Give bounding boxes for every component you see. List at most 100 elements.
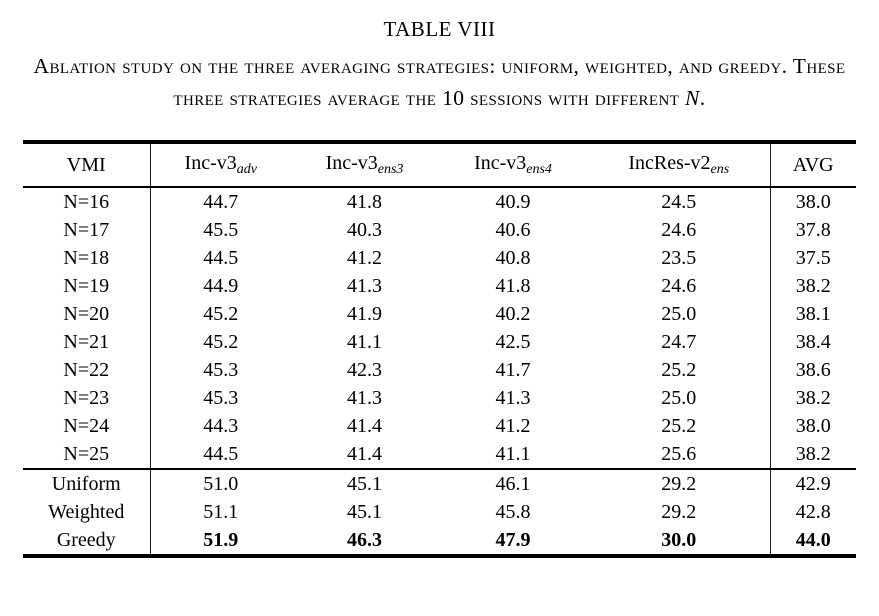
column-header-label: Inc-v3 xyxy=(474,152,527,174)
row-label: N=19 xyxy=(63,275,110,297)
table-cell: 45.3 xyxy=(149,384,291,412)
table-cell: 41.3 xyxy=(347,275,382,297)
table-cell: 38.2 xyxy=(769,440,856,469)
table-row: N=21 45.2 41.1 42.5 24.7 38.4 xyxy=(23,328,856,356)
table-cell: 41.4 xyxy=(347,443,382,465)
header-row: VMI Inc-v3adv Inc-v3ens3 Inc-v3ens4 IncRes-v… xyxy=(23,142,856,188)
table-row: N=17 45.5 40.3 40.6 24.6 37.8 xyxy=(23,216,856,244)
table-cell: 42.9 xyxy=(769,468,856,498)
table-row: Uniform 51.0 45.1 46.1 29.2 42.9 xyxy=(23,468,856,498)
table-cell: 44.0 xyxy=(769,526,856,556)
table-row: N=19 44.9 41.3 41.8 24.6 38.2 xyxy=(23,272,856,300)
table-cell: 41.1 xyxy=(495,443,531,465)
table-row: N=22 45.3 42.3 41.7 25.2 38.6 xyxy=(23,356,856,384)
column-header-label: Inc-v3 xyxy=(184,152,237,174)
table-row: N=23 45.3 41.3 41.3 25.0 38.2 xyxy=(23,384,856,412)
table-row: N=24 44.3 41.4 41.2 25.2 38.0 xyxy=(23,412,856,440)
row-label: N=16 xyxy=(63,191,110,213)
table-cell: 45.2 xyxy=(149,328,291,356)
column-header-label: VMI xyxy=(66,153,106,176)
row-label: N=25 xyxy=(63,443,110,465)
table-cell: 40.3 xyxy=(347,219,382,241)
table-cell: 44.9 xyxy=(149,272,291,300)
table-head: VMI Inc-v3adv Inc-v3ens3 Inc-v3ens4 IncRes-v… xyxy=(23,142,856,188)
table-cell: 25.6 xyxy=(661,443,697,465)
caption-math-symbol: N xyxy=(685,86,700,110)
table-cell: 41.8 xyxy=(495,275,531,297)
column-header-label: AVG xyxy=(792,153,834,176)
caption-suffix: . xyxy=(699,86,706,110)
table-cell: 45.5 xyxy=(149,216,291,244)
row-label: Uniform xyxy=(23,468,150,498)
table-cell: 42.8 xyxy=(769,498,856,526)
table-cell: 37.8 xyxy=(769,216,856,244)
table-cell: 41.2 xyxy=(347,247,382,269)
table-row: Greedy 51.9 46.3 47.9 30.0 44.0 xyxy=(23,526,856,556)
table-cell: 42.5 xyxy=(495,331,531,353)
table-cell: 45.8 xyxy=(495,501,531,523)
table-cell: 38.2 xyxy=(769,384,856,412)
column-header-label: Inc-v3 xyxy=(325,152,378,174)
table-cell: 44.5 xyxy=(149,440,291,469)
table-cell: 24.6 xyxy=(661,275,697,297)
column-header-subscript: adv xyxy=(236,162,257,177)
row-label: N=17 xyxy=(63,219,110,241)
table-cell: 41.3 xyxy=(495,387,531,409)
table-cell: 40.2 xyxy=(495,303,531,325)
table-row: N=16 44.7 41.8 40.9 24.5 38.0 xyxy=(23,187,856,216)
table-row: N=25 44.5 41.4 41.1 25.6 38.2 xyxy=(23,440,856,469)
table-cell: 47.9 xyxy=(495,529,531,551)
row-label: N=22 xyxy=(63,359,110,381)
table-cell: 25.0 xyxy=(661,303,697,325)
table-cell: 38.2 xyxy=(769,272,856,300)
table-cell: 41.1 xyxy=(347,331,382,353)
table-cell: 42.3 xyxy=(347,359,382,381)
table-body: N=16 44.7 41.8 40.9 24.5 38.0 N=17 45.5 40.3 40.6… xyxy=(23,187,856,556)
table-cell: 24.6 xyxy=(661,219,697,241)
table-cell: 38.0 xyxy=(769,412,856,440)
column-header: AVG xyxy=(769,142,856,188)
table-cell: 24.7 xyxy=(661,331,697,353)
column-header: Inc-v3ens4 xyxy=(438,142,588,188)
table-row: N=18 44.5 41.2 40.8 23.5 37.5 xyxy=(23,244,856,272)
table-cell: 38.6 xyxy=(769,356,856,384)
row-label: N=20 xyxy=(63,303,110,325)
row-label: N=24 xyxy=(63,415,110,437)
table-cell: 51.9 xyxy=(149,526,291,556)
table-cell: 25.2 xyxy=(661,359,697,381)
row-label: Greedy xyxy=(56,529,116,551)
row-label: N=23 xyxy=(63,387,110,409)
table-cell: 25.0 xyxy=(661,387,697,409)
table-cell: 51.0 xyxy=(149,468,291,498)
row-label: Weighted xyxy=(48,501,125,523)
column-header-subscript: ens xyxy=(710,162,730,177)
row-label: N=21 xyxy=(63,331,110,353)
table-cell: 23.5 xyxy=(661,247,697,269)
caption-text: Ablation study on the three averaging st… xyxy=(33,54,846,110)
column-header: IncRes-v2ens xyxy=(588,142,770,188)
column-header: Inc-v3adv xyxy=(149,142,291,188)
table-cell: 41.9 xyxy=(347,303,382,325)
table-cell: 40.8 xyxy=(495,247,531,269)
table-cell: 25.2 xyxy=(661,415,697,437)
table-cell: 40.9 xyxy=(495,191,531,213)
table-cell: 45.2 xyxy=(149,300,291,328)
table-cell: 37.5 xyxy=(769,244,856,272)
table-caption: Ablation study on the three averaging st… xyxy=(17,50,863,114)
column-header-subscript: ens3 xyxy=(377,162,404,177)
row-label: N=18 xyxy=(63,247,110,269)
table-cell: 38.1 xyxy=(769,300,856,328)
table-cell: 44.5 xyxy=(149,244,291,272)
table-cell: 38.0 xyxy=(769,187,856,216)
table-cell: 45.1 xyxy=(347,501,382,523)
table-cell: 41.8 xyxy=(347,191,382,213)
table-row: Weighted 51.1 45.1 45.8 29.2 42.8 xyxy=(23,498,856,526)
column-header: Inc-v3ens3 xyxy=(291,142,438,188)
table-cell: 46.3 xyxy=(347,529,382,551)
table-cell: 41.2 xyxy=(495,415,531,437)
table-cell: 44.7 xyxy=(149,187,291,216)
column-header-subscript: ens4 xyxy=(526,162,552,177)
table-cell: 45.3 xyxy=(149,356,291,384)
table-cell: 45.1 xyxy=(291,468,438,498)
